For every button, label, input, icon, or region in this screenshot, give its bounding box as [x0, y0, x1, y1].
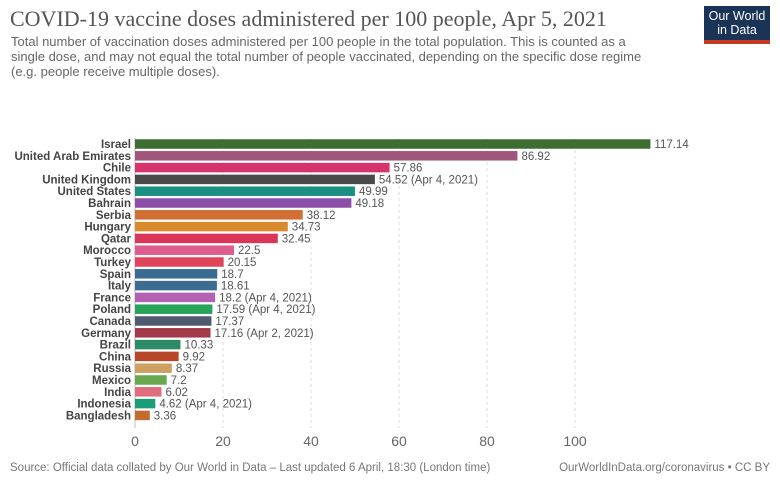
value-label: 20.15: [228, 257, 257, 269]
value-label: 34.73: [292, 222, 321, 234]
x-axis-ticks: 0 20 40 60 80 100: [131, 433, 587, 449]
x-tick-label: 100: [563, 433, 587, 449]
category-label: Bangladesh: [66, 410, 131, 422]
bar[interactable]: [135, 304, 213, 314]
chart-title: COVID-19 vaccine doses administered per …: [10, 6, 607, 31]
bar[interactable]: [135, 339, 181, 350]
bar[interactable]: [135, 387, 162, 397]
bar[interactable]: [135, 221, 288, 232]
bar[interactable]: [135, 186, 355, 196]
category-label: United Arab Emirates: [14, 151, 131, 163]
category-label: Chile: [103, 163, 131, 175]
category-label: Serbia: [96, 210, 132, 222]
value-label: 18.2 (Apr 4, 2021): [219, 292, 312, 304]
bar[interactable]: [135, 162, 390, 173]
category-label: Poland: [93, 304, 131, 316]
bar[interactable]: [135, 410, 150, 421]
category-label: Israel: [101, 139, 131, 151]
category-label: Indonesia: [77, 399, 131, 411]
category-label: China: [99, 351, 132, 363]
value-label: 3.36: [154, 410, 176, 422]
category-label: Qatar: [101, 233, 132, 245]
category-label: Italy: [108, 281, 132, 293]
bar[interactable]: [135, 280, 217, 291]
category-label: India: [104, 387, 131, 399]
bar[interactable]: [135, 316, 212, 326]
x-tick-label: 60: [391, 433, 407, 449]
value-label: 10.33: [184, 340, 213, 352]
category-label: Turkey: [94, 257, 131, 269]
category-label: Morocco: [83, 245, 131, 257]
chart-subtitle: Total number of vaccination doses admini…: [11, 34, 642, 79]
bar[interactable]: [135, 210, 303, 220]
bar[interactable]: [135, 363, 172, 373]
value-label: 6.02: [165, 387, 187, 399]
value-label: 8.37: [176, 363, 198, 375]
category-label: Mexico: [92, 375, 131, 387]
credit-link[interactable]: OurWorldInData.org/coronavirus • CC BY: [559, 462, 770, 474]
value-label: 54.52 (Apr 4, 2021): [379, 174, 478, 186]
bar[interactable]: [135, 257, 224, 267]
bar[interactable]: [135, 398, 156, 409]
logo-line-2: in Data: [717, 23, 757, 37]
category-label: Spain: [100, 269, 131, 281]
bar[interactable]: [135, 269, 218, 279]
value-label: 17.37: [215, 316, 244, 328]
logo-line-1: Our World: [708, 9, 766, 23]
value-label: 4.62 (Apr 4, 2021): [159, 399, 252, 411]
category-label: United Kingdom: [42, 174, 131, 186]
value-label: 32.45: [282, 233, 311, 245]
value-label: 49.18: [355, 198, 384, 210]
x-tick-label: 80: [479, 433, 495, 449]
category-label: France: [93, 292, 131, 304]
bar[interactable]: [135, 292, 216, 303]
category-label: Bahrain: [88, 198, 131, 210]
value-label: 117.14: [654, 139, 689, 151]
x-tick-label: 20: [215, 433, 231, 449]
bar[interactable]: [135, 351, 179, 362]
value-label: 57.86: [394, 163, 423, 175]
value-label: 9.92: [183, 351, 205, 363]
value-label: 17.16 (Apr 2, 2021): [215, 328, 314, 340]
x-tick-label: 40: [303, 433, 319, 449]
value-label: 18.61: [221, 281, 250, 293]
value-label: 17.59 (Apr 4, 2021): [216, 304, 315, 316]
bar[interactable]: [135, 233, 278, 244]
source-note: Source: Official data collated by Our Wo…: [10, 462, 491, 474]
bars: Israel 117.14 United Arab Emirates 86.92 Chi…: [14, 139, 689, 422]
bar[interactable]: [135, 375, 167, 385]
bar[interactable]: [135, 245, 234, 255]
category-label: Russia: [93, 363, 131, 375]
value-label: 86.92: [521, 151, 550, 163]
value-label: 49.99: [359, 186, 388, 198]
bar[interactable]: [135, 328, 211, 338]
bar[interactable]: [135, 139, 651, 149]
category-label: Canada: [89, 316, 131, 328]
value-label: 38.12: [307, 210, 336, 222]
category-label: United States: [58, 186, 132, 198]
value-label: 22.5: [238, 245, 260, 257]
owid-logo[interactable]: Our World in Data: [704, 6, 770, 44]
bar[interactable]: [135, 174, 375, 185]
category-label: Brazil: [100, 340, 131, 352]
x-tick-label: 0: [131, 433, 139, 449]
category-label: Hungary: [84, 222, 131, 234]
category-label: Germany: [81, 328, 131, 340]
bar[interactable]: [135, 198, 352, 208]
bar[interactable]: [135, 151, 518, 161]
value-label: 7.2: [171, 375, 187, 387]
value-label: 18.7: [221, 269, 243, 281]
